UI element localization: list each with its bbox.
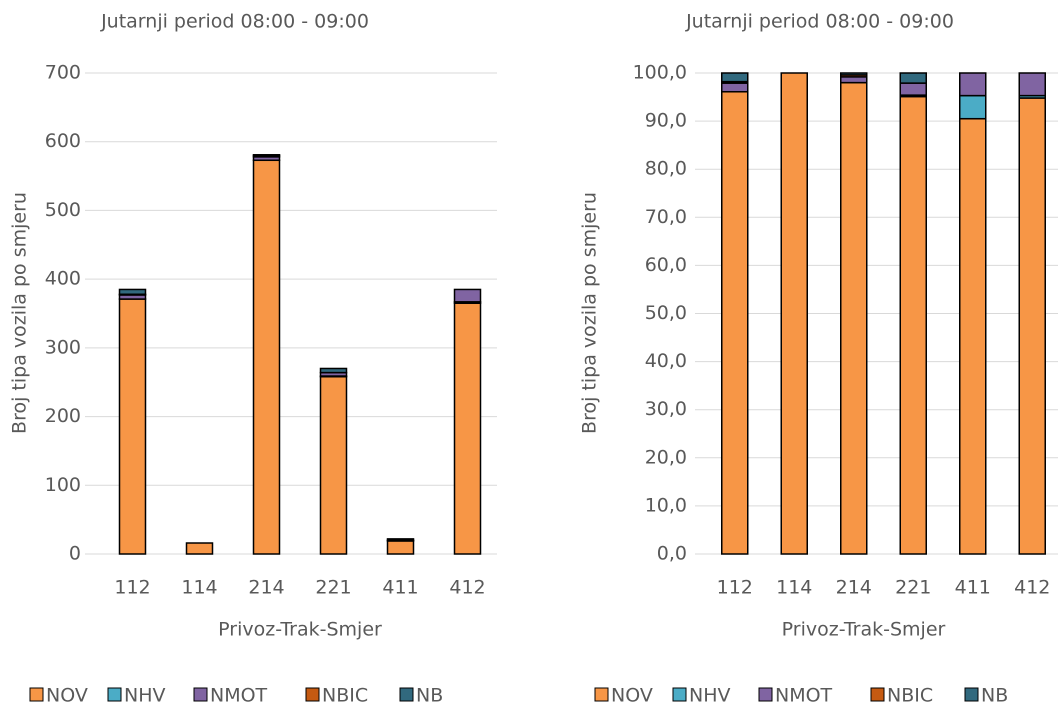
x-tick-label: 214 (836, 577, 872, 599)
bar-segment (959, 117, 987, 555)
y-tick-label: 50,0 (645, 302, 687, 324)
x-tick-label: 114 (181, 577, 217, 599)
bar-segment (319, 375, 348, 555)
x-tick-label: 112 (717, 577, 753, 599)
bar-segment (899, 95, 927, 555)
x-tick-label: 214 (248, 577, 284, 599)
legend-label: NB (416, 685, 443, 707)
bar-segment (959, 72, 987, 97)
y-tick-label: 100,0 (633, 62, 687, 84)
legend-label: NMOT (210, 685, 268, 707)
y-tick-label: 200 (45, 405, 81, 427)
y-tick-label: 60,0 (645, 254, 687, 276)
bar-segment (118, 298, 147, 555)
bar-segment (453, 302, 482, 555)
x-tick-label: 221 (895, 577, 931, 599)
y-tick-label: 300 (45, 336, 81, 358)
bar-segment (118, 288, 147, 296)
chart-title: Jutarnji period 08:00 - 09:00 (685, 11, 954, 33)
legend-label: NOV (46, 685, 88, 707)
y-tick-label: 70,0 (645, 206, 687, 228)
x-tick-label: 112 (114, 577, 150, 599)
legend-swatch (399, 687, 414, 702)
bar-segment (1018, 72, 1046, 97)
bar-segment (899, 82, 927, 96)
y-axis-title: Broj tipa vozila po smjeru (9, 192, 31, 434)
legend-swatch (870, 687, 885, 702)
bar-segment (840, 72, 868, 76)
bar-segment (386, 540, 415, 555)
y-axis-title: Broj tipa vozila po smjeru (579, 192, 601, 434)
chart-title: Jutarnji period 08:00 - 09:00 (100, 11, 369, 33)
legend-swatch (29, 687, 44, 702)
legend-label: NHV (689, 685, 731, 707)
bar-segment (721, 82, 749, 93)
y-tick-label: 80,0 (645, 158, 687, 180)
bar-segment (185, 542, 214, 555)
legend-swatch (193, 687, 208, 702)
bar-segment (780, 72, 808, 555)
legend-label: NBIC (887, 685, 933, 707)
x-tick-label: 221 (315, 577, 351, 599)
x-tick-label: 114 (776, 577, 812, 599)
y-tick-label: 100 (45, 474, 81, 496)
legend-label: NB (981, 685, 1008, 707)
legend-label: NHV (124, 685, 166, 707)
bar-segment (1018, 97, 1046, 555)
y-tick-label: 10,0 (645, 494, 687, 516)
legend-swatch (758, 687, 773, 702)
x-tick-label: 412 (449, 577, 485, 599)
legend-swatch (107, 687, 122, 702)
bar-segment (252, 159, 281, 555)
x-tick-label: 411 (382, 577, 418, 599)
y-tick-label: 30,0 (645, 398, 687, 420)
y-tick-label: 20,0 (645, 446, 687, 468)
bar-segment (721, 91, 749, 555)
legend-swatch (964, 687, 979, 702)
bar-segment (453, 288, 482, 303)
y-tick-label: 90,0 (645, 110, 687, 132)
y-tick-label: 0 (69, 543, 81, 565)
x-tick-label: 412 (1014, 577, 1050, 599)
y-tick-label: 40,0 (645, 350, 687, 372)
y-tick-label: 400 (45, 268, 81, 290)
bar-segment (721, 72, 749, 83)
bar-segment (840, 76, 868, 84)
y-tick-label: 0,0 (657, 543, 687, 565)
legend-label: NMOT (775, 685, 833, 707)
bar-segment (899, 72, 927, 84)
legend-swatch (305, 687, 320, 702)
legend-swatch (594, 687, 609, 702)
bar-segment (319, 367, 348, 374)
y-tick-label: 600 (45, 130, 81, 152)
y-tick-label: 700 (45, 62, 81, 84)
bar-segment (252, 154, 281, 157)
bar-segment (959, 94, 987, 120)
legend-label: NBIC (322, 685, 368, 707)
x-axis-title: Privoz-Trak-Smjer (782, 619, 946, 641)
x-tick-label: 411 (955, 577, 991, 599)
legend-label: NOV (611, 685, 653, 707)
legend-swatch (672, 687, 687, 702)
bar-segment (840, 81, 868, 555)
y-tick-label: 500 (45, 199, 81, 221)
x-axis-title: Privoz-Trak-Smjer (218, 619, 382, 641)
bar-segment (386, 538, 415, 542)
